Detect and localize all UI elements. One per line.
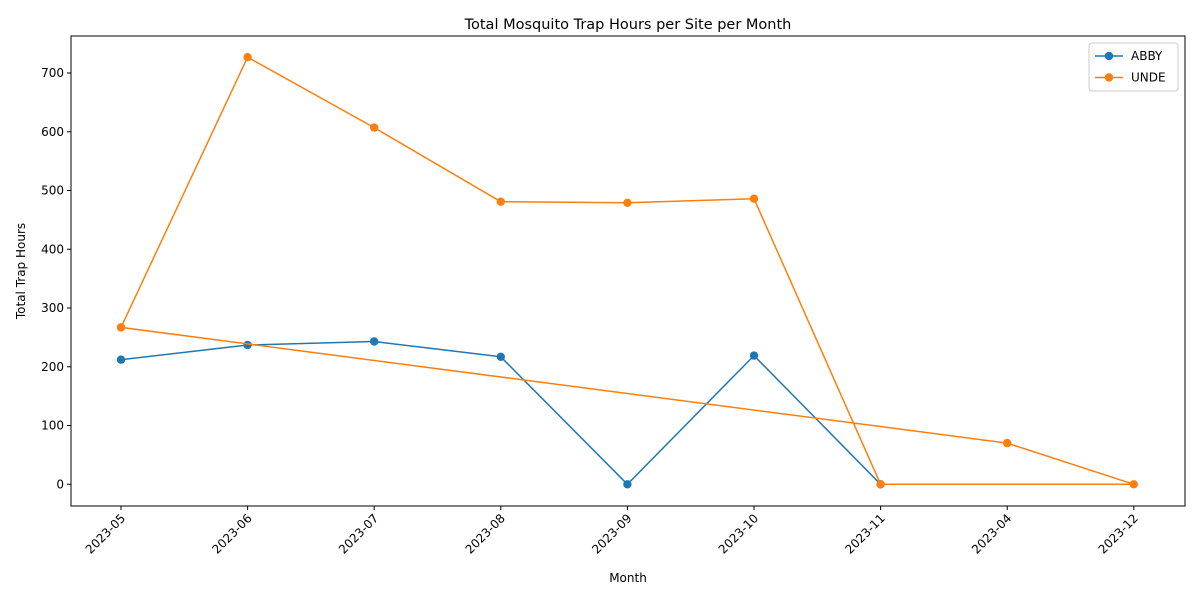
plot-frame bbox=[70, 35, 1186, 507]
y-tick-label: 100 bbox=[41, 419, 64, 433]
y-axis: 0 100 200 300 400 500 600 700 bbox=[41, 66, 71, 491]
legend-label-unde: UNDE bbox=[1131, 71, 1166, 85]
data-point-unde-9 bbox=[116, 323, 126, 332]
legend-label-abby: ABBY bbox=[1131, 49, 1163, 63]
data-point-unde-4 bbox=[623, 198, 632, 207]
y-tick-label: 600 bbox=[41, 125, 64, 139]
y-tick-label: 300 bbox=[41, 301, 64, 315]
chart-title: Total Mosquito Trap Hours per Site per M… bbox=[464, 17, 792, 33]
data-point-unde-3 bbox=[496, 197, 505, 206]
legend-marker-abby bbox=[1104, 51, 1114, 61]
legend: ABBY UNDE bbox=[1088, 42, 1179, 92]
y-tick-label: 0 bbox=[56, 477, 64, 491]
data-point-unde-1 bbox=[243, 53, 252, 62]
y-tick-label: 400 bbox=[41, 242, 64, 256]
data-point-abby-3 bbox=[496, 352, 505, 361]
data-point-unde-6 bbox=[876, 480, 885, 489]
data-point-abby-4 bbox=[623, 480, 632, 489]
data-point-unde-8 bbox=[1003, 438, 1012, 448]
data-point-unde-2 bbox=[370, 123, 379, 132]
data-point-unde-5 bbox=[749, 194, 759, 203]
series-layer bbox=[116, 53, 1139, 489]
x-axis-label: Month bbox=[609, 571, 647, 585]
y-tick-label: 700 bbox=[41, 66, 64, 80]
data-point-unde-7 bbox=[1129, 480, 1139, 489]
y-axis-label: Total Trap Hours bbox=[14, 223, 28, 320]
data-point-abby-2 bbox=[370, 337, 379, 346]
legend-marker-unde bbox=[1104, 73, 1114, 82]
y-tick-label: 200 bbox=[41, 360, 64, 374]
y-tick-label: 500 bbox=[41, 184, 64, 198]
series-line-unde bbox=[120, 56, 1135, 486]
data-point-abby-0 bbox=[116, 355, 126, 364]
data-point-abby-5 bbox=[749, 351, 759, 360]
